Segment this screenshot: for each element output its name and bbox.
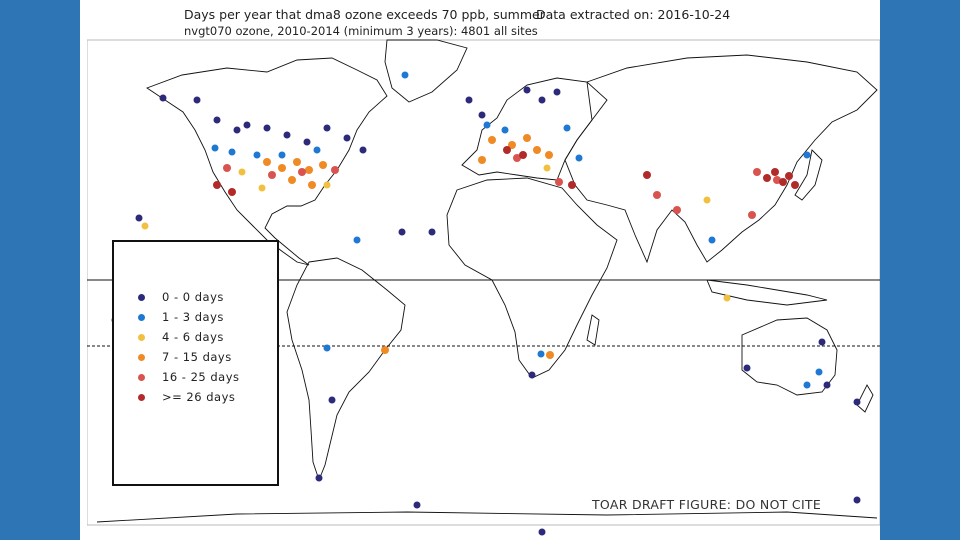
markers-16-25-days [223, 154, 781, 219]
legend-dot-4 [138, 374, 145, 381]
madagascar-outline [586, 314, 600, 346]
new-zealand-outline [856, 384, 874, 413]
legend-label-1: 1 - 3 days [162, 310, 224, 324]
legend-dot-2 [138, 334, 145, 341]
markers-7-15-days [263, 134, 554, 359]
legend-dot-3 [138, 354, 145, 361]
map-frame [87, 39, 880, 526]
site-markers [111, 71, 861, 536]
extraction-date: Data extracted on: 2016-10-24 [536, 7, 731, 22]
map-title: Days per year that dma8 ozone exceeds 70… [184, 7, 545, 22]
draft-notice: TOAR DRAFT FIGURE: DO NOT CITE [592, 497, 822, 512]
legend-label-2: 4 - 6 days [162, 330, 224, 344]
south-america-outline [286, 257, 406, 482]
slide: Days per year that dma8 ozone exceeds 70… [80, 0, 880, 540]
legend-label-4: 16 - 25 days [162, 370, 240, 384]
australia-outline [741, 317, 838, 396]
europe-outline [461, 77, 608, 181]
map-subtitle: nvgt070 ozone, 2010-2014 (minimum 3 year… [184, 24, 538, 38]
legend-label-3: 7 - 15 days [162, 350, 232, 364]
africa-outline [446, 177, 618, 379]
asia-outline [564, 54, 878, 264]
legend-dot-5 [138, 394, 145, 401]
japan-outline [794, 149, 823, 201]
legend-label-5: >= 26 days [162, 390, 236, 404]
legend-label-0: 0 - 0 days [162, 290, 224, 304]
legend-dot-0 [138, 294, 145, 301]
legend-dot-1 [138, 314, 145, 321]
greenland-outline [384, 39, 468, 103]
markers-0-days [111, 86, 861, 536]
markers-1-3-days [211, 71, 823, 389]
legend: 0 - 0 days 1 - 3 days 4 - 6 days 7 - 15 … [112, 240, 279, 486]
north-america-outline [146, 57, 388, 266]
map-header: Days per year that dma8 ozone exceeds 70… [184, 6, 730, 40]
antarctica-outline [96, 511, 878, 523]
markers-26-plus-days [213, 146, 799, 196]
indonesia-outline [706, 279, 828, 306]
